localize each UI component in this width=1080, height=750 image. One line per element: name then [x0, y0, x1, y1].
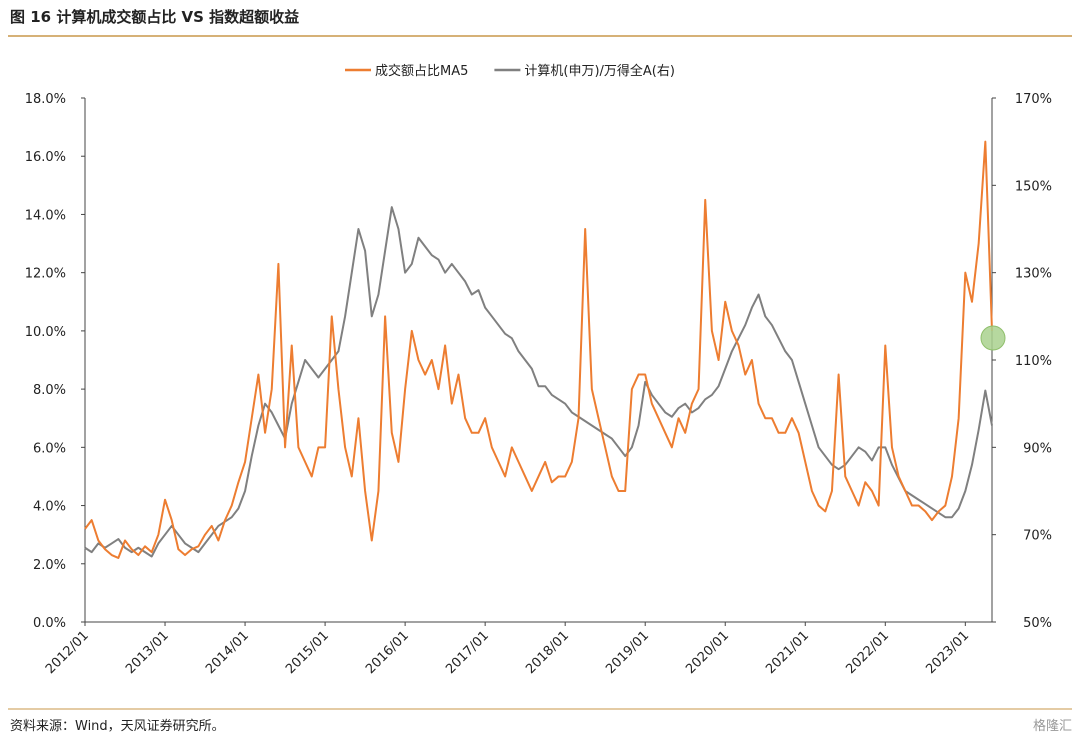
legend-label: 计算机(申万)/万得全A(右): [524, 63, 675, 79]
x-tick-label: 2016/01: [363, 628, 412, 677]
y-tick-label: 2.0%: [33, 558, 66, 573]
x-tick-label: 2013/01: [123, 628, 172, 677]
series-line: [84, 140, 993, 559]
y-tick-label: 16.0%: [25, 150, 66, 165]
y-tick-label: 8.0%: [33, 383, 66, 398]
y-tick-label: 6.0%: [33, 441, 66, 456]
x-tick-label: 2021/01: [763, 628, 812, 677]
x-tick-label: 2012/01: [43, 628, 92, 677]
y-tick-label: 18.0%: [25, 92, 66, 107]
y2-tick-label: 110%: [1015, 354, 1052, 369]
y2-tick-label: 70%: [1023, 529, 1052, 544]
x-tick-label: 2014/01: [203, 628, 252, 677]
y-tick-label: 14.0%: [25, 208, 66, 223]
y2-tick-label: 130%: [1015, 267, 1052, 282]
x-tick-label: 2015/01: [283, 628, 332, 677]
y-tick-label: 0.0%: [33, 616, 66, 631]
chart-title: 图 16 计算机成交额占比 VS 指数超额收益: [10, 8, 299, 26]
x-tick-label: 2017/01: [443, 628, 492, 677]
y2-tick-label: 150%: [1015, 179, 1052, 194]
x-tick-label: 2020/01: [683, 628, 732, 677]
watermark: 格隆汇: [1033, 718, 1072, 734]
source: 资料来源：Wind，天风证券研究所。: [10, 718, 225, 734]
x-tick-label: 2022/01: [843, 628, 892, 677]
x-tick-label: 2018/01: [523, 628, 572, 677]
series-line: [84, 206, 993, 558]
x-tick-label: 2019/01: [603, 628, 652, 677]
y-tick-label: 12.0%: [25, 267, 66, 282]
y2-tick-label: 50%: [1023, 616, 1052, 631]
y-tick-label: 4.0%: [33, 500, 66, 515]
legend-label: 成交额占比MA5: [375, 63, 468, 79]
highlight-marker: [980, 325, 1006, 351]
y2-tick-label: 90%: [1023, 441, 1052, 456]
y-tick-label: 10.0%: [25, 325, 66, 340]
y2-tick-label: 170%: [1015, 92, 1052, 107]
x-tick-label: 2023/01: [923, 628, 972, 677]
